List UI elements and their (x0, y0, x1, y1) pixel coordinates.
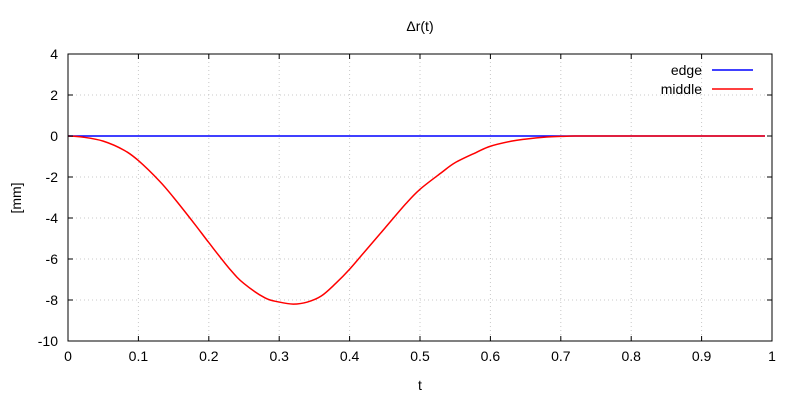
y-tick-label: -8 (46, 292, 59, 308)
x-tick-label: 0.1 (129, 348, 149, 364)
y-tick-label: -2 (46, 169, 59, 185)
x-tick-label: 0.3 (269, 348, 289, 364)
y-tick-label: 4 (50, 46, 58, 62)
series-layer (67, 135, 765, 305)
x-tick-label: 0.2 (199, 348, 219, 364)
y-tick-label: -10 (38, 333, 58, 349)
x-tick-label: 0.7 (551, 348, 571, 364)
y-axis-label: [mm] (8, 182, 24, 213)
x-tick-label: 0.9 (692, 348, 712, 364)
ticks: 0 0.1 0.2 0.3 0.4 0.5 0.6 0.7 0.8 0.9 1 4 2 0 -2 -4 -6 -8… (38, 46, 776, 364)
legend-label-edge: edge (671, 62, 702, 78)
series-line-middle (67, 135, 765, 305)
x-tick-label: 0.4 (340, 348, 360, 364)
y-tick-label: 0 (50, 128, 58, 144)
x-axis-label: t (418, 377, 422, 393)
y-tick-label: -6 (46, 251, 59, 267)
chart-title: Δr(t) (406, 18, 433, 34)
x-tick-label: 1 (768, 348, 776, 364)
x-tick-label: 0.5 (410, 348, 430, 364)
y-tick-label: 2 (50, 87, 58, 103)
x-tick-label: 0.6 (481, 348, 501, 364)
legend-label-middle: middle (661, 81, 702, 97)
legend: edge middle (661, 62, 753, 97)
y-tick-label: -4 (46, 210, 59, 226)
x-tick-label: 0 (64, 348, 72, 364)
x-tick-label: 0.8 (621, 348, 641, 364)
